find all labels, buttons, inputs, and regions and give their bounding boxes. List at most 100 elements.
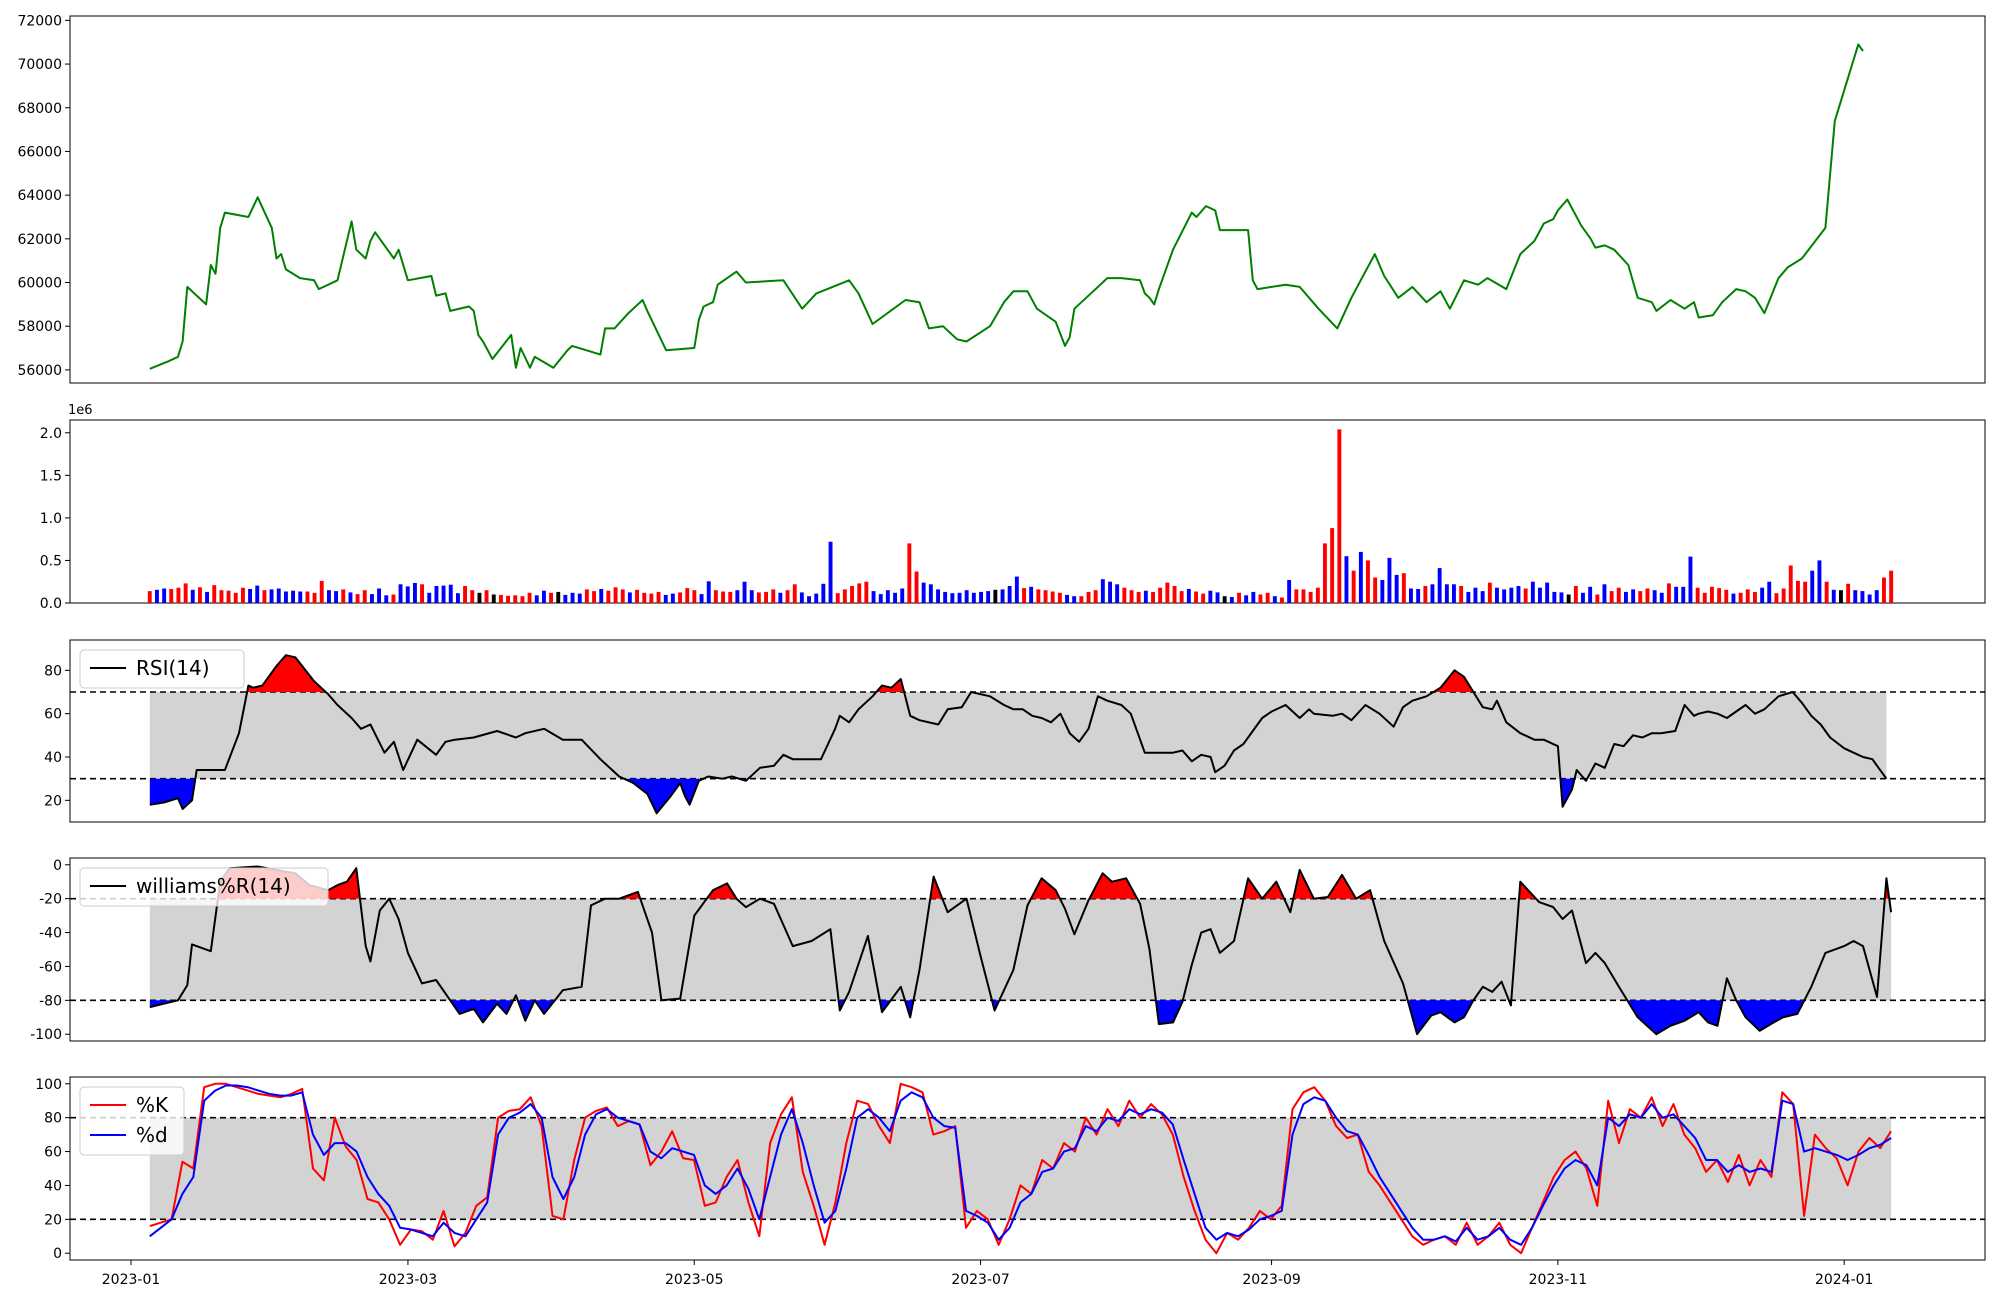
volume-bar xyxy=(298,591,303,603)
volume-bar xyxy=(470,590,475,603)
volume-bar xyxy=(1831,589,1836,603)
volume-bar xyxy=(1007,586,1012,603)
oversold-fill xyxy=(1736,1000,1805,1031)
volume-bar xyxy=(778,592,783,603)
volume-bar xyxy=(1839,590,1843,603)
volume-bar xyxy=(448,584,453,603)
overbought-fill xyxy=(247,655,326,692)
volume-bar xyxy=(799,592,804,603)
volume-bar xyxy=(1624,591,1628,603)
volume-bar xyxy=(1674,586,1679,603)
volume-bar xyxy=(1072,596,1077,603)
volume-bar xyxy=(1330,528,1335,603)
volume-bar xyxy=(1609,591,1614,603)
volume-bar xyxy=(842,589,847,603)
volume-bar xyxy=(1817,560,1822,603)
volume-bar xyxy=(1459,586,1464,603)
legend-label: williams%R(14) xyxy=(136,874,291,898)
volume-bar xyxy=(1738,592,1743,603)
neutral-band xyxy=(149,692,1887,779)
x-tick-label: 2024-01 xyxy=(1815,1272,1874,1288)
volume-panel: 0.0 0.5 1.0 1.5 2.0 1e6 xyxy=(40,403,1986,612)
volume-bar xyxy=(1487,582,1492,603)
volume-bar xyxy=(183,583,188,603)
volume-bar xyxy=(1108,581,1112,603)
y-tick-label: 2.0 xyxy=(40,426,62,442)
volume-bar xyxy=(405,586,410,603)
volume-bar xyxy=(248,589,252,603)
stochastic-panel: 0 20 40 60 80 100 %K %d xyxy=(35,1076,1986,1262)
volume-bar xyxy=(577,593,582,603)
y-tick-label: 100 xyxy=(35,1077,62,1093)
y-tick-label: 60 xyxy=(44,707,62,723)
volume-bar xyxy=(520,596,525,603)
volume-bar xyxy=(792,584,797,603)
volume-bar xyxy=(735,590,740,603)
date-axis: 2023-01 2023-03 2023-05 2023-07 2023-09 2023-… xyxy=(102,1260,1874,1288)
volume-bar xyxy=(1065,594,1069,603)
oversold-fill xyxy=(534,1000,555,1014)
volume-bar xyxy=(771,589,776,603)
volume-bar xyxy=(420,584,424,603)
volume-bar xyxy=(413,583,417,603)
y-tick-label: 0.5 xyxy=(40,553,62,569)
volume-bar xyxy=(649,593,654,603)
volume-bar xyxy=(1308,591,1313,603)
overbought-fill xyxy=(1031,878,1060,899)
volume-bar xyxy=(864,581,869,603)
volume-bar xyxy=(513,595,518,603)
volume-bar xyxy=(1774,593,1779,603)
neutral-band xyxy=(149,898,1892,1001)
volume-bar xyxy=(355,594,360,603)
volume-bar xyxy=(1351,570,1356,603)
volume-bar xyxy=(1681,586,1686,603)
volume-bar xyxy=(656,591,661,603)
volume-bar xyxy=(1824,581,1829,603)
volume-bar xyxy=(871,591,876,603)
overbought-fill xyxy=(876,679,905,692)
volume-bar xyxy=(370,594,374,603)
volume-bar xyxy=(943,591,948,603)
rsi-legend: RSI(14) xyxy=(79,649,245,689)
volume-bar xyxy=(957,592,962,603)
volume-bar xyxy=(592,591,596,603)
volume-bar xyxy=(1724,589,1729,603)
volume-bar xyxy=(377,588,381,603)
volume-bar xyxy=(742,581,747,603)
volume-bar xyxy=(556,591,561,603)
volume-bar xyxy=(1258,594,1263,603)
volume-bar xyxy=(1229,597,1234,603)
volume-bar xyxy=(1430,584,1435,603)
oversold-fill xyxy=(623,778,704,814)
volume-bar xyxy=(764,591,768,603)
volume-bar xyxy=(190,589,195,603)
volume-bar xyxy=(1810,570,1815,603)
volume-bar xyxy=(1581,592,1585,603)
volume-bar xyxy=(398,584,403,603)
volume-bar xyxy=(1645,588,1650,603)
volume-bar xyxy=(1208,590,1213,603)
volume-bar xyxy=(1287,580,1292,603)
volume-bar xyxy=(1158,587,1163,603)
volume-bar xyxy=(484,590,489,603)
volume-bar xyxy=(549,592,553,603)
y-tick-label: 40 xyxy=(44,1178,62,1194)
stoch-line-d xyxy=(149,1084,1892,1246)
volume-bar xyxy=(1337,429,1342,603)
volume-bar xyxy=(1867,594,1872,603)
y-tick-label: 60000 xyxy=(17,276,62,292)
volume-bar xyxy=(1244,595,1249,603)
volume-bar xyxy=(1301,589,1306,603)
volume-bar xyxy=(1753,591,1757,603)
volume-bar xyxy=(176,587,181,603)
overbought-fill xyxy=(1262,881,1285,899)
volume-bar xyxy=(162,588,167,603)
volume-bar xyxy=(198,587,202,603)
volume-bar xyxy=(491,594,496,603)
volume-bar xyxy=(620,589,625,603)
y-tick-label: 72000 xyxy=(17,13,62,29)
oversold-fill xyxy=(1155,1000,1183,1025)
volume-bar xyxy=(534,595,539,603)
y-tick-label: 0.0 xyxy=(40,596,62,612)
y-tick-label: -100 xyxy=(30,1027,62,1043)
